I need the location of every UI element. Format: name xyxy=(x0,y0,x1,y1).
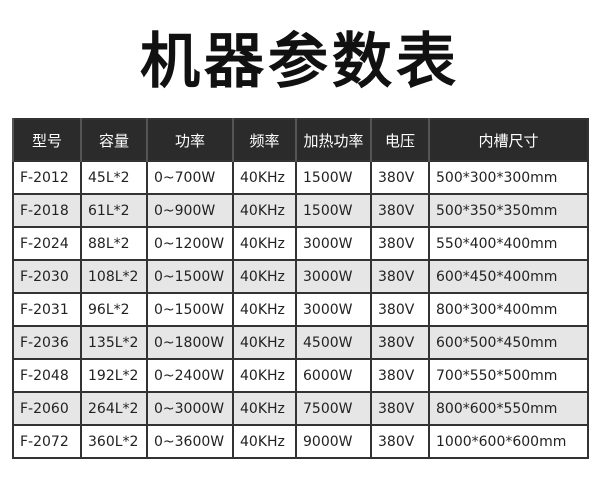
table-cell: 1500W xyxy=(295,193,372,228)
table-cell: 108L*2 xyxy=(80,259,148,294)
table-row: F-2018 61L*2 0~900W 40KHz 1500W 380V 500*350*3… xyxy=(12,193,589,228)
table-cell: 380V xyxy=(370,391,430,426)
table-cell: 600*450*400mm xyxy=(428,259,589,294)
header-cell: 频率 xyxy=(232,119,296,161)
table-cell: 550*400*400mm xyxy=(428,226,589,261)
table-row: F-2060 264L*2 0~3000W 40KHz 7500W 380V 800*600… xyxy=(12,391,589,426)
table-cell: 0~1500W xyxy=(146,292,234,327)
table-cell: 96L*2 xyxy=(80,292,148,327)
table-cell: 3000W xyxy=(295,292,372,327)
table-cell: F-2036 xyxy=(12,325,82,360)
table-cell: 1000*600*600mm xyxy=(428,424,589,459)
table-cell: 800*600*550mm xyxy=(428,391,589,426)
table-cell: 380V xyxy=(370,160,430,195)
header-cell: 电压 xyxy=(370,119,429,161)
table-cell: 380V xyxy=(370,259,430,294)
table-cell: 380V xyxy=(370,193,430,228)
table-row: F-2072 360L*2 0~3600W 40KHz 9000W 380V 1000*60… xyxy=(12,424,589,459)
table-cell: 7500W xyxy=(295,391,372,426)
table-cell: F-2024 xyxy=(12,226,82,261)
table-cell: 9000W xyxy=(295,424,372,459)
table-cell: 40KHz xyxy=(232,292,297,327)
table-cell: 88L*2 xyxy=(80,226,148,261)
table-cell: 0~2400W xyxy=(146,358,234,393)
table-cell: 500*300*300mm xyxy=(428,160,589,195)
table-cell: 264L*2 xyxy=(80,391,148,426)
table-cell: 40KHz xyxy=(232,358,297,393)
header-row: 型号 容量 功率 频率 加热功率 电压 内槽尺寸 xyxy=(12,119,588,161)
table-cell: 0~900W xyxy=(146,193,234,228)
table-cell: F-2018 xyxy=(12,193,82,228)
table-row: F-2048 192L*2 0~2400W 40KHz 6000W 380V 700*550… xyxy=(12,358,589,393)
header-cell: 型号 xyxy=(12,119,81,161)
spec-table: 型号 容量 功率 频率 加热功率 电压 内槽尺寸 F-2012 45L*2 0~700W 40KH… xyxy=(12,118,589,459)
table-cell: F-2072 xyxy=(12,424,82,459)
page-title: 机器参数表 xyxy=(140,27,460,97)
table-cell: 0~3600W xyxy=(146,424,234,459)
table-cell: 1500W xyxy=(295,160,372,195)
table-cell: 40KHz xyxy=(232,424,297,459)
table-cell: F-2030 xyxy=(12,259,82,294)
table-cell: 3000W xyxy=(295,259,372,294)
table-cell: 700*550*500mm xyxy=(428,358,589,393)
table-cell: 0~1800W xyxy=(146,325,234,360)
table-row: F-2031 96L*2 0~1500W 40KHz 3000W 380V 800*300*… xyxy=(12,292,589,327)
table-cell: 380V xyxy=(370,292,430,327)
table-cell: 40KHz xyxy=(232,325,297,360)
table-cell: 800*300*400mm xyxy=(428,292,589,327)
table-cell: F-2031 xyxy=(12,292,82,327)
table-cell: 40KHz xyxy=(232,391,297,426)
table-cell: 380V xyxy=(370,325,430,360)
table-cell: 45L*2 xyxy=(80,160,148,195)
table-cell: 0~3000W xyxy=(146,391,234,426)
table-cell: 380V xyxy=(370,424,430,459)
table-cell: 135L*2 xyxy=(80,325,148,360)
table-row: F-2036 135L*2 0~1800W 40KHz 4500W 380V 600*500… xyxy=(12,325,589,360)
table-cell: 380V xyxy=(370,358,430,393)
table-row: F-2030 108L*2 0~1500W 40KHz 3000W 380V 600*450… xyxy=(12,259,589,294)
table-row: F-2012 45L*2 0~700W 40KHz 1500W 380V 500*300*3… xyxy=(12,160,589,195)
table-cell: 0~1200W xyxy=(146,226,234,261)
header-cell: 加热功率 xyxy=(295,119,371,161)
table-cell: 40KHz xyxy=(232,226,297,261)
table-cell: 192L*2 xyxy=(80,358,148,393)
table-cell: 600*500*450mm xyxy=(428,325,589,360)
table-cell: 40KHz xyxy=(232,193,297,228)
header-cell: 内槽尺寸 xyxy=(428,119,588,161)
table-cell: 380V xyxy=(370,226,430,261)
table-cell: F-2048 xyxy=(12,358,82,393)
table-body: F-2012 45L*2 0~700W 40KHz 1500W 380V 500*300*3… xyxy=(12,160,589,459)
table-cell: 40KHz xyxy=(232,160,297,195)
table-cell: 3000W xyxy=(295,226,372,261)
table-cell: 6000W xyxy=(295,358,372,393)
header-cell: 功率 xyxy=(146,119,233,161)
table-cell: 0~1500W xyxy=(146,259,234,294)
table-row: F-2024 88L*2 0~1200W 40KHz 3000W 380V 550*400*… xyxy=(12,226,589,261)
table-cell: F-2012 xyxy=(12,160,82,195)
table-cell: 0~700W xyxy=(146,160,234,195)
table-cell: F-2060 xyxy=(12,391,82,426)
table-cell: 40KHz xyxy=(232,259,297,294)
table-cell: 500*350*350mm xyxy=(428,193,589,228)
table-cell: 360L*2 xyxy=(80,424,148,459)
table-cell: 4500W xyxy=(295,325,372,360)
table-cell: 61L*2 xyxy=(80,193,148,228)
header-cell: 容量 xyxy=(80,119,147,161)
